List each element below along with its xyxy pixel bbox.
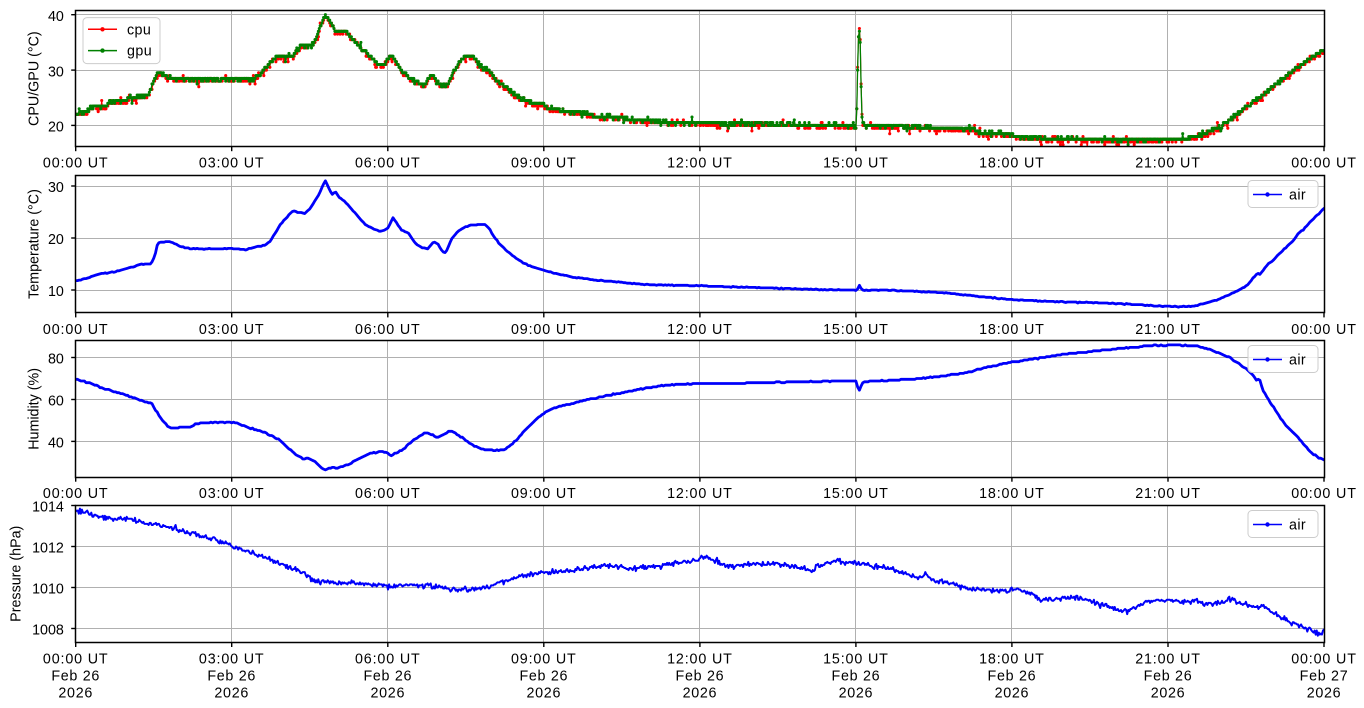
svg-text:15:00 UT: 15:00 UT [823, 652, 889, 668]
svg-text:Humidity (%): Humidity (%) [27, 368, 43, 450]
svg-text:06:00 UT: 06:00 UT [355, 652, 421, 668]
svg-text:Feb 26: Feb 26 [1144, 669, 1193, 685]
svg-text:Feb 26: Feb 26 [988, 669, 1037, 685]
svg-text:12:00 UT: 12:00 UT [667, 156, 733, 172]
svg-text:80: 80 [48, 352, 64, 368]
svg-text:12:00 UT: 12:00 UT [667, 322, 733, 338]
svg-text:Feb 26: Feb 26 [363, 669, 412, 685]
svg-text:00:00 UT: 00:00 UT [43, 652, 109, 668]
svg-text:2026: 2026 [839, 686, 874, 702]
svg-text:09:00 UT: 09:00 UT [511, 486, 577, 502]
svg-text:Feb 26: Feb 26 [207, 669, 256, 685]
svg-text:06:00 UT: 06:00 UT [355, 322, 421, 338]
svg-text:2026: 2026 [1151, 686, 1186, 702]
svg-text:Feb 26: Feb 26 [832, 669, 881, 685]
svg-text:18:00 UT: 18:00 UT [979, 322, 1045, 338]
svg-text:03:00 UT: 03:00 UT [199, 486, 265, 502]
svg-text:gpu: gpu [127, 44, 152, 60]
svg-text:Feb 27: Feb 27 [1300, 669, 1349, 685]
svg-text:00:00 UT: 00:00 UT [43, 322, 109, 338]
svg-text:00:00 UT: 00:00 UT [1291, 652, 1357, 668]
svg-text:air: air [1289, 188, 1306, 204]
svg-text:1008: 1008 [32, 623, 64, 639]
svg-text:15:00 UT: 15:00 UT [823, 486, 889, 502]
svg-text:21:00 UT: 21:00 UT [1135, 322, 1201, 338]
svg-text:40: 40 [48, 9, 64, 25]
svg-text:20: 20 [48, 232, 64, 248]
svg-text:Temperature (°C): Temperature (°C) [26, 189, 42, 299]
svg-text:15:00 UT: 15:00 UT [823, 156, 889, 172]
svg-text:06:00 UT: 06:00 UT [355, 486, 421, 502]
svg-text:00:00 UT: 00:00 UT [1291, 156, 1357, 172]
svg-text:2026: 2026 [1307, 686, 1342, 702]
svg-text:1010: 1010 [32, 582, 64, 598]
svg-text:2026: 2026 [526, 686, 561, 702]
svg-text:Feb 26: Feb 26 [676, 669, 725, 685]
svg-text:30: 30 [48, 64, 64, 80]
svg-text:40: 40 [48, 436, 64, 452]
svg-text:00:00 UT: 00:00 UT [1291, 322, 1357, 338]
svg-text:2026: 2026 [370, 686, 405, 702]
svg-text:21:00 UT: 21:00 UT [1135, 652, 1201, 668]
svg-text:Pressure (hPa): Pressure (hPa) [8, 526, 24, 622]
svg-text:air: air [1289, 353, 1306, 369]
svg-text:12:00 UT: 12:00 UT [667, 652, 733, 668]
svg-text:21:00 UT: 21:00 UT [1135, 156, 1201, 172]
svg-text:09:00 UT: 09:00 UT [511, 652, 577, 668]
svg-text:12:00 UT: 12:00 UT [667, 486, 733, 502]
svg-text:09:00 UT: 09:00 UT [511, 322, 577, 338]
svg-text:00:00 UT: 00:00 UT [43, 486, 109, 502]
svg-text:15:00 UT: 15:00 UT [823, 322, 889, 338]
svg-text:2026: 2026 [214, 686, 249, 702]
svg-text:18:00 UT: 18:00 UT [979, 652, 1045, 668]
svg-text:2026: 2026 [683, 686, 718, 702]
svg-text:2026: 2026 [58, 686, 93, 702]
svg-text:CPU/GPU (°C): CPU/GPU (°C) [26, 31, 42, 126]
svg-text:03:00 UT: 03:00 UT [199, 156, 265, 172]
svg-text:03:00 UT: 03:00 UT [199, 652, 265, 668]
svg-text:03:00 UT: 03:00 UT [199, 322, 265, 338]
svg-text:10: 10 [48, 284, 64, 300]
svg-text:1012: 1012 [32, 541, 64, 557]
svg-text:Feb 26: Feb 26 [51, 669, 100, 685]
svg-text:20: 20 [48, 120, 64, 136]
svg-text:06:00 UT: 06:00 UT [355, 156, 421, 172]
svg-text:Feb 26: Feb 26 [519, 669, 568, 685]
svg-text:09:00 UT: 09:00 UT [511, 156, 577, 172]
svg-text:00:00 UT: 00:00 UT [43, 156, 109, 172]
svg-text:60: 60 [48, 394, 64, 410]
svg-text:air: air [1289, 518, 1306, 534]
svg-text:30: 30 [48, 180, 64, 196]
svg-text:2026: 2026 [995, 686, 1030, 702]
svg-text:18:00 UT: 18:00 UT [979, 156, 1045, 172]
svg-text:18:00 UT: 18:00 UT [979, 486, 1045, 502]
svg-text:cpu: cpu [127, 22, 151, 38]
svg-text:1014: 1014 [32, 500, 64, 516]
svg-text:21:00 UT: 21:00 UT [1135, 486, 1201, 502]
svg-text:00:00 UT: 00:00 UT [1291, 486, 1357, 502]
